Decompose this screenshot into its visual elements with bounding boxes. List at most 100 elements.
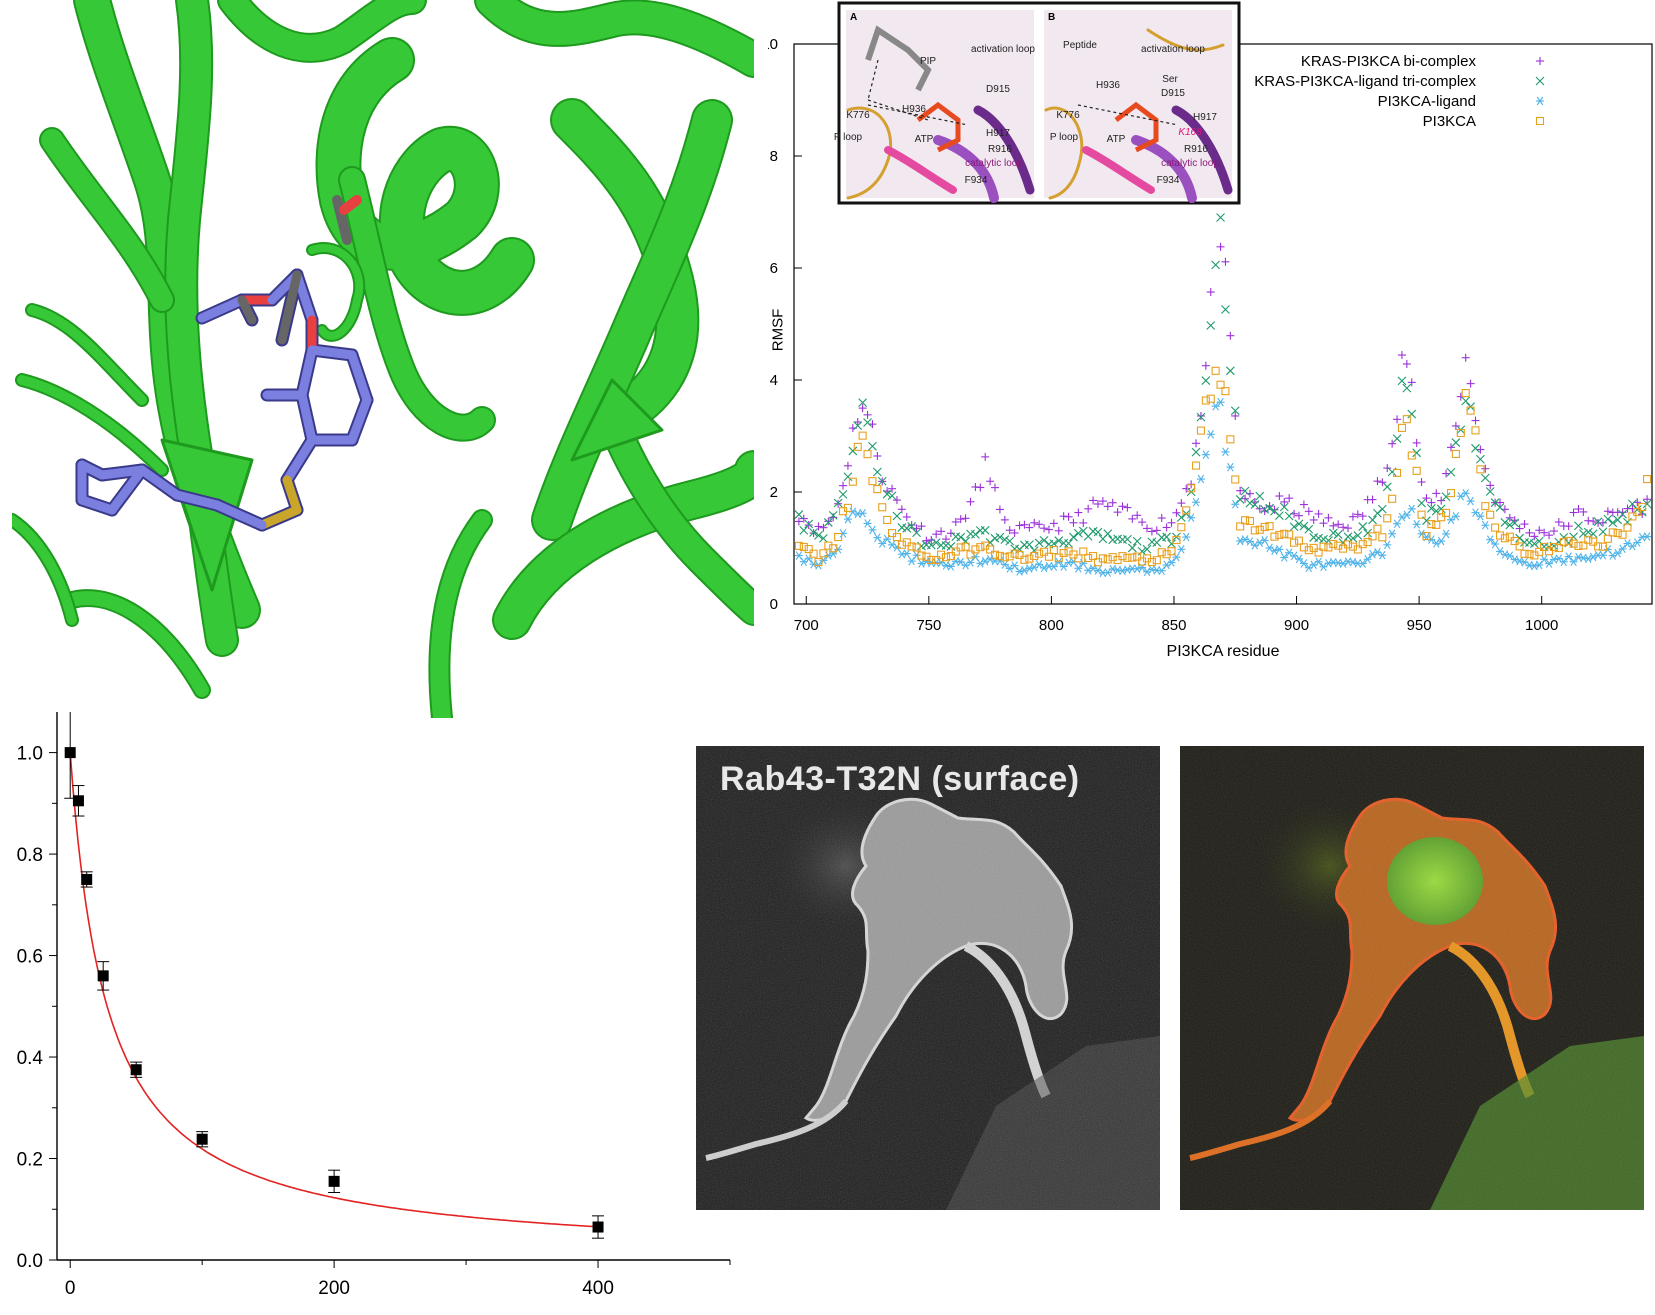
rmsf-point: [858, 398, 868, 408]
rmsf-point: [1270, 532, 1279, 541]
rmsf-point: [1598, 550, 1607, 560]
rmsf-point: [843, 503, 852, 512]
protein-structure-image: [12, 0, 754, 718]
rmsf-point: [1505, 513, 1514, 522]
rmsf-point: [1074, 508, 1083, 517]
rmsf-ytick-label: 4: [770, 372, 778, 389]
rmsf-point: [1583, 527, 1593, 537]
rmsf-point: [1231, 411, 1240, 420]
rmsf-point: [956, 515, 965, 524]
rmsf-point: [1536, 96, 1544, 106]
rmsf-point: [1084, 504, 1093, 513]
fit-curve: [69, 752, 599, 1228]
legend-label: PI3KCA-ligand: [1378, 93, 1476, 110]
inset-label: H917: [1193, 112, 1217, 123]
rmsf-point: [1133, 552, 1142, 561]
rmsf-point: [1436, 504, 1446, 514]
rmsf-point: [1486, 510, 1495, 519]
rmsf-point: [1564, 522, 1573, 531]
rmsf-xtick-label: 1000: [1525, 617, 1558, 634]
rmsf-point: [1466, 496, 1475, 506]
rmsf-point: [1383, 514, 1392, 523]
rmsf-point: [907, 556, 916, 566]
rmsf-point: [1319, 542, 1328, 551]
rmsf-point: [794, 510, 804, 519]
inset-label: K168: [1178, 127, 1202, 138]
decay-xtick-label: 200: [318, 1278, 350, 1299]
rmsf-point: [932, 555, 941, 565]
rmsf-point: [981, 556, 990, 566]
rmsf-point: [1510, 518, 1520, 528]
rmsf-point: [1304, 524, 1314, 534]
rmsf-point: [1368, 515, 1377, 525]
rmsf-point: [1589, 537, 1598, 546]
rmsf-point: [794, 541, 803, 550]
rmsf-point: [1481, 464, 1490, 473]
rmsf-point: [1378, 533, 1387, 542]
rmsf-point: [1432, 489, 1441, 498]
rmsf-point: [1417, 498, 1426, 508]
rmsf-point: [1231, 499, 1240, 509]
micrograph-surface: Rab43-T32N (surface): [696, 746, 1160, 1210]
decay-point: [196, 1131, 209, 1148]
rmsf-point: [1466, 406, 1475, 415]
rmsf-point: [858, 431, 867, 440]
rmsf-ytick-label: 2: [770, 484, 778, 501]
rmsf-xtick-label: 800: [1039, 617, 1064, 634]
rmsf-point: [809, 528, 819, 537]
rmsf-point: [868, 477, 877, 486]
rmsf-point: [1069, 518, 1078, 527]
rmsf-point: [1603, 534, 1612, 543]
rmsf-point: [1476, 445, 1485, 454]
rmsf-point: [1079, 518, 1088, 527]
rmsf-point: [1255, 504, 1264, 513]
rmsf-point: [1437, 536, 1446, 546]
rmsf-point: [1172, 535, 1181, 545]
rmsf-ylabel: RMSF: [769, 309, 786, 352]
rmsf-point: [1123, 534, 1132, 544]
rmsf-point: [1284, 511, 1294, 521]
rmsf-point: [1049, 519, 1058, 528]
decay-point: [80, 871, 93, 888]
rmsf-point: [1162, 532, 1172, 542]
rmsf-point: [804, 544, 813, 554]
rmsf-point: [1632, 505, 1642, 514]
rmsf-point: [1089, 496, 1098, 505]
rmsf-point: [1108, 553, 1117, 562]
rmsf-point: [829, 544, 838, 553]
rmsf-point: [1456, 428, 1465, 438]
inset-label: R916: [1184, 144, 1208, 155]
rmsf-point: [883, 515, 892, 525]
rmsf-point: [1059, 548, 1068, 558]
rmsf-xtick-label: 850: [1161, 617, 1186, 634]
inset-label: activation loop: [1141, 44, 1205, 55]
rmsf-point: [1353, 510, 1362, 519]
rmsf-point: [1564, 552, 1573, 561]
rmsf-point: [986, 545, 995, 554]
rmsf-point: [843, 514, 852, 524]
rmsf-point: [917, 522, 926, 531]
rmsf-point: [1294, 554, 1303, 564]
rmsf-point: [1073, 528, 1083, 538]
rmsf-point: [1589, 552, 1598, 562]
rmsf-point: [1549, 542, 1558, 552]
rmsf-point: [1319, 519, 1328, 528]
rmsf-point: [1579, 507, 1588, 516]
rmsf-point: [1485, 487, 1495, 496]
rmsf-point: [1191, 461, 1201, 470]
inset-label: Peptide: [1063, 40, 1097, 51]
rmsf-point: [1437, 513, 1446, 522]
rmsf-point: [1319, 534, 1328, 544]
inset-label: ATP: [915, 134, 934, 145]
rmsf-point: [926, 540, 936, 550]
rmsf-point: [1520, 549, 1529, 558]
rmsf-xtick-label: 700: [794, 617, 819, 634]
decay-chart: 0 200 400 0.0 0.2 0.4 0.6 0.8 1.0: [17, 706, 731, 1299]
rmsf-point: [897, 505, 906, 514]
rmsf-point: [1500, 534, 1509, 543]
inset-label: H917: [986, 128, 1010, 139]
rmsf-point: [1005, 536, 1015, 546]
rmsf-point: [1500, 518, 1510, 527]
rmsf-point: [1603, 514, 1613, 524]
rmsf-point: [1147, 557, 1156, 567]
